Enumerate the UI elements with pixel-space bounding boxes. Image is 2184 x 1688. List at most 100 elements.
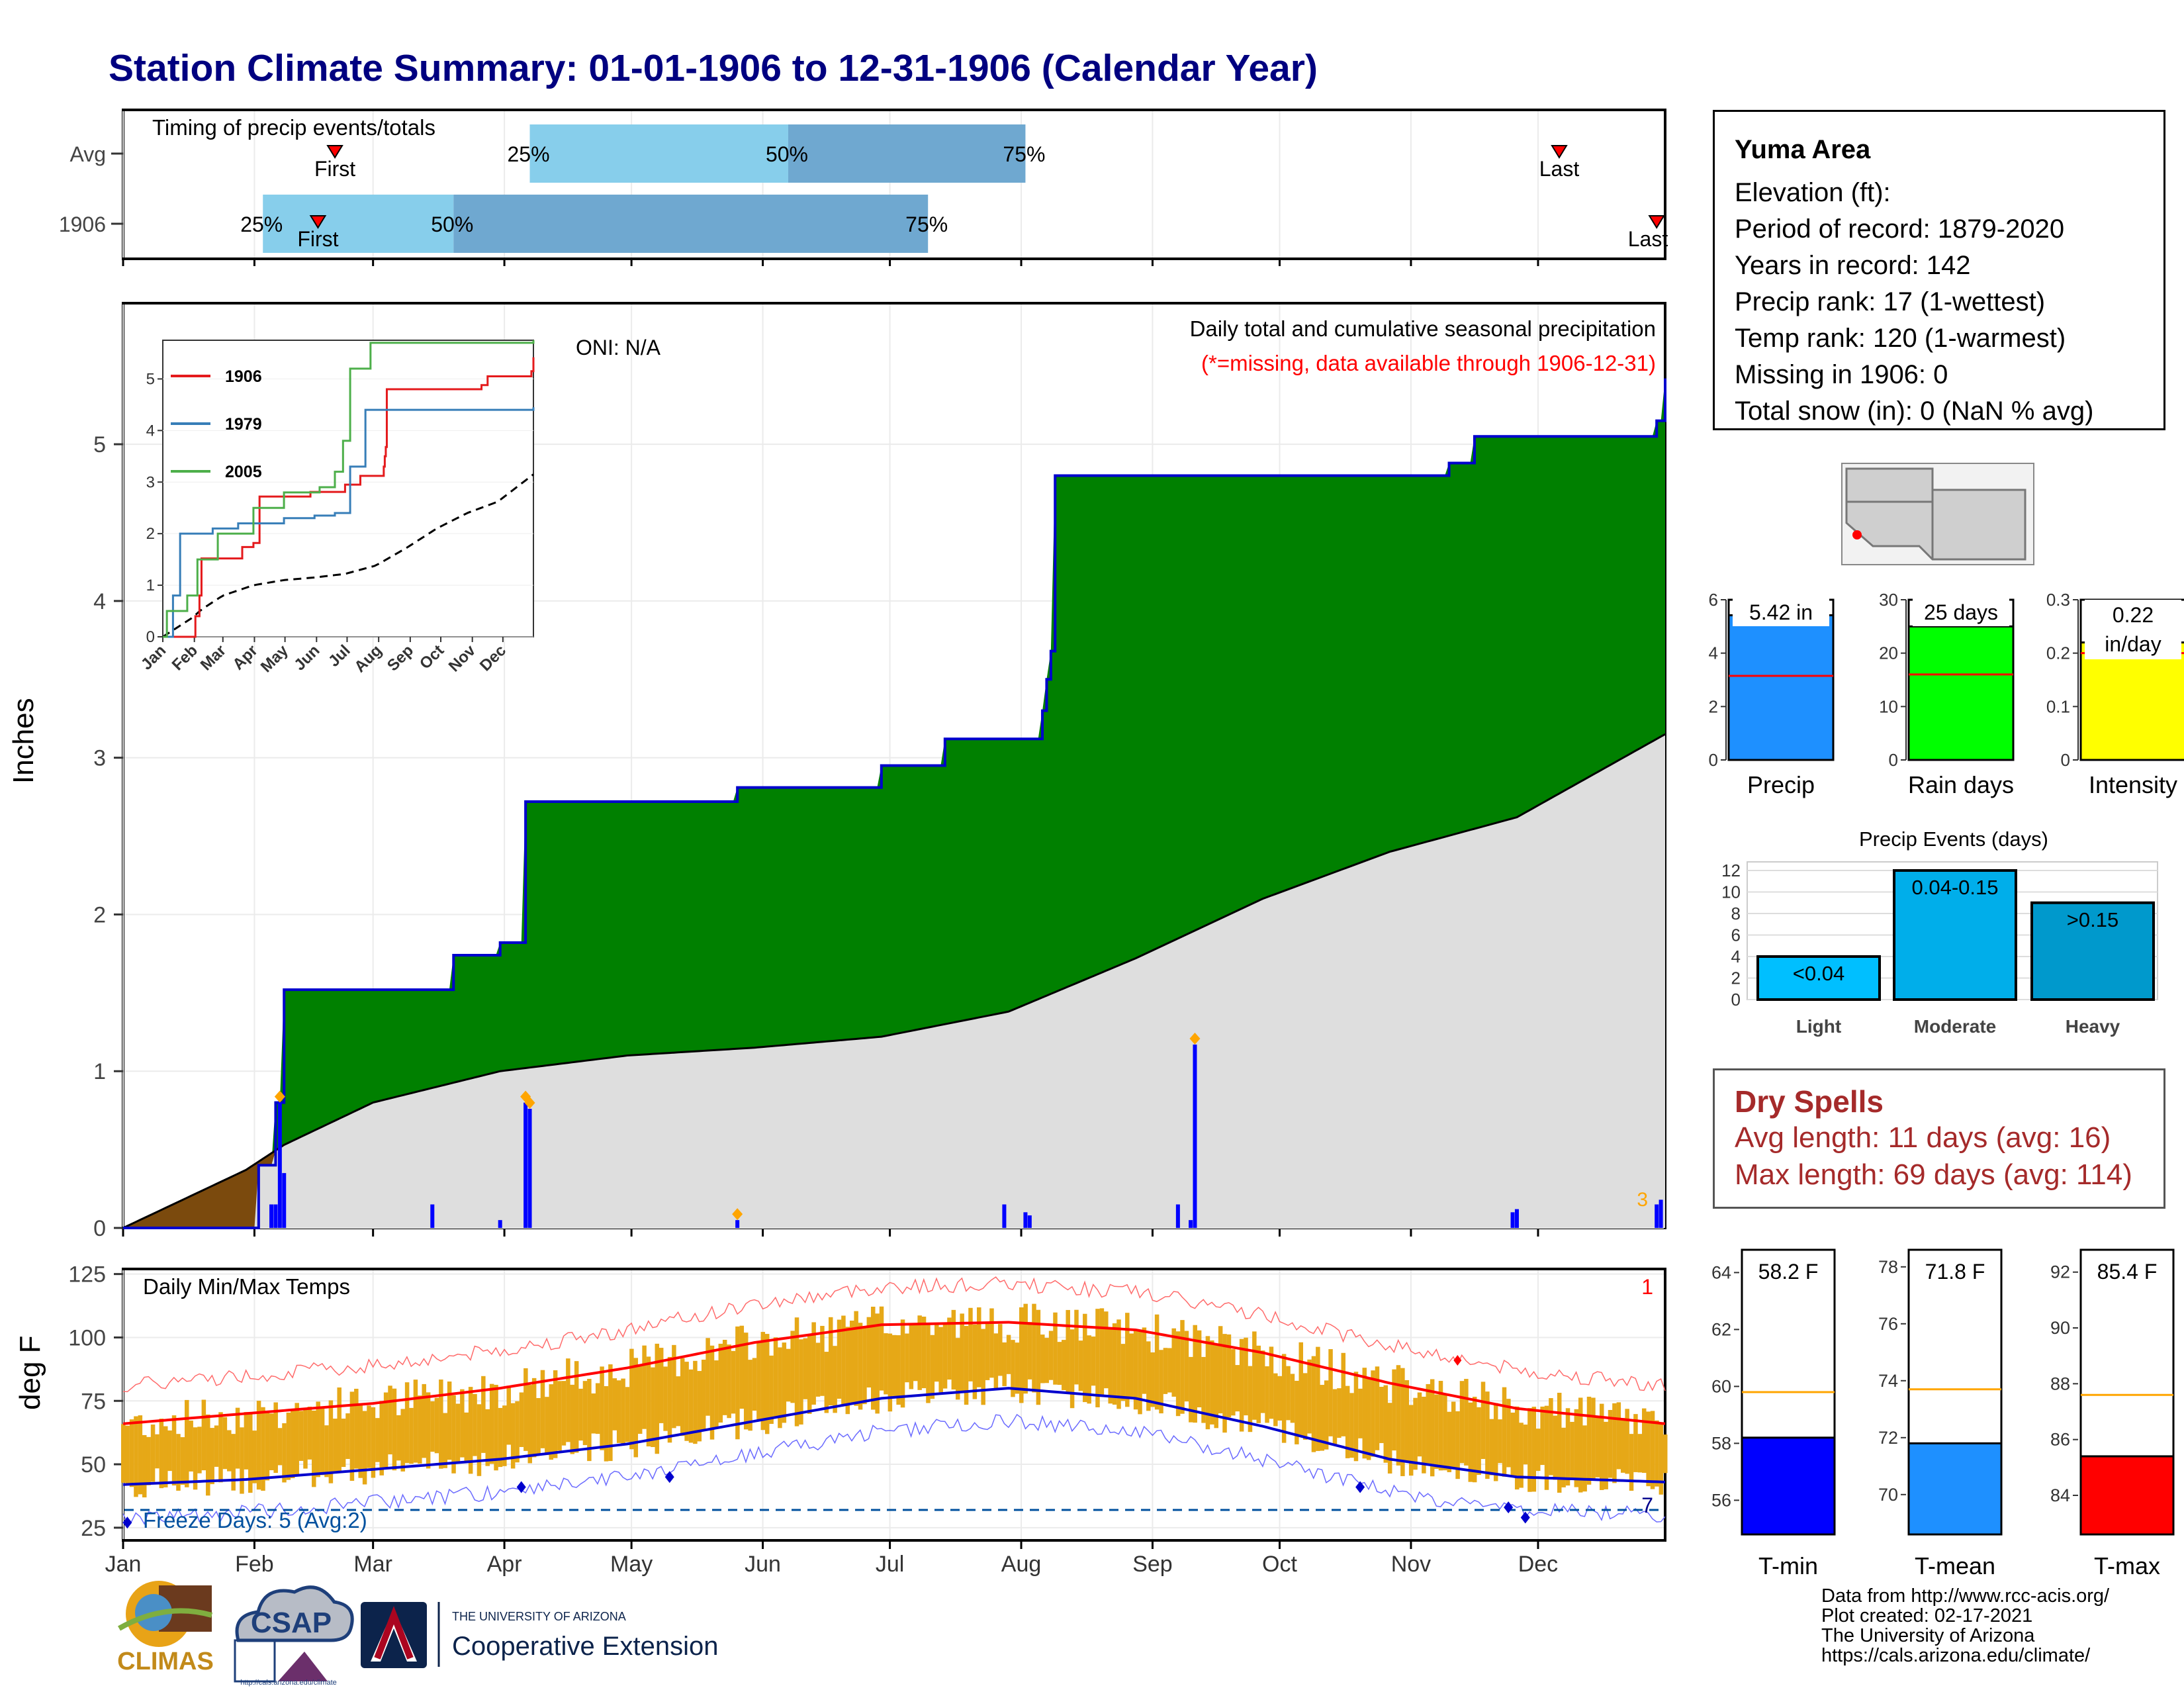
daily-temp-bar	[519, 1392, 524, 1447]
station-info-box: Yuma Area Elevation (ft): Period of reco…	[1713, 110, 2165, 430]
daily-temp-bar	[443, 1413, 447, 1468]
daily-temp-bar	[600, 1366, 604, 1450]
daily-temp-bar	[473, 1393, 477, 1456]
daily-temp-bar	[862, 1327, 867, 1405]
daily-temp-bar	[845, 1327, 850, 1415]
daily-temp-bar	[256, 1401, 261, 1490]
daily-temp-bar	[167, 1430, 172, 1472]
events-bar	[1893, 869, 2017, 1001]
daily-temp-bar	[1544, 1405, 1549, 1490]
daily-temp-bar	[231, 1434, 236, 1491]
mini-ytick-label: 2	[1709, 696, 1718, 716]
daily-temp-bar	[426, 1392, 431, 1469]
daily-temp-bar	[566, 1358, 570, 1442]
record-low-marker	[516, 1481, 526, 1493]
daily-temp-bar	[1477, 1407, 1481, 1476]
daily-temp-bar	[1527, 1408, 1532, 1492]
mini-value-label: 0.22	[2113, 603, 2154, 627]
events-ytick-label: 6	[1731, 925, 1741, 945]
credit-line: Data from http://www.rcc-acis.org/	[1821, 1585, 2110, 1607]
temp-title: Daily Min/Max Temps	[143, 1274, 350, 1299]
daily-temp-bar	[659, 1348, 664, 1423]
normal-min-line	[122, 1387, 1666, 1486]
tbar-ytick-label: 70	[1878, 1485, 1898, 1505]
mini-ytick-label: 0	[1889, 750, 1898, 770]
daily-temp-bar	[1349, 1393, 1354, 1458]
events-ytick-label: 8	[1731, 904, 1741, 923]
daily-temp-bar	[1027, 1322, 1032, 1380]
daily-temp-bar	[498, 1407, 503, 1468]
daily-temp-bar	[1629, 1434, 1634, 1491]
daily-temp-bar	[282, 1423, 287, 1483]
missing-note: (*=missing, data available through 1906-…	[1201, 351, 1656, 375]
info-line: Precip rank: 17 (1-wettest)	[1735, 287, 2046, 316]
tbar-ytick-label: 92	[2050, 1262, 2070, 1282]
daily-temp-bar	[1400, 1368, 1405, 1476]
daily-temp-bar	[400, 1409, 405, 1472]
daily-temp-bar	[502, 1405, 507, 1466]
inset-legend-label: 2005	[225, 463, 262, 481]
daily-temp-bar	[155, 1434, 159, 1469]
month-label: Jan	[105, 1552, 142, 1577]
mini-value-bg	[1733, 597, 1829, 626]
event-marker	[524, 1097, 535, 1109]
daily-temp-bar	[367, 1405, 371, 1468]
daily-temp-bar	[1599, 1403, 1604, 1490]
daily-temp-bar	[625, 1387, 630, 1442]
daily-temp-bar	[900, 1319, 905, 1408]
daily-temp-bar	[379, 1401, 384, 1476]
tbar-ytick-label: 76	[1878, 1314, 1898, 1334]
first-marker	[309, 215, 327, 229]
daily-temp-bar	[354, 1388, 359, 1469]
daily-temp-bar	[1167, 1348, 1172, 1393]
daily-temp-bar	[180, 1437, 185, 1485]
above-average-area	[123, 378, 1665, 1228]
daily-temp-bar	[1641, 1408, 1647, 1474]
daily-temp-bar	[870, 1306, 876, 1410]
daily-temp-bar	[790, 1331, 795, 1403]
daily-temp-bar	[909, 1325, 914, 1389]
daily-temp-bar	[680, 1358, 685, 1436]
daily-temp-bar	[1189, 1356, 1193, 1423]
daily-temp-bar	[942, 1324, 948, 1389]
daily-temp-bar	[1595, 1417, 1600, 1477]
daily-temp-bar	[362, 1411, 367, 1485]
daily-temp-bar	[1062, 1340, 1066, 1390]
daily-temp-bar	[540, 1370, 545, 1448]
daily-temp-bar	[972, 1325, 978, 1399]
daily-temp-bar	[887, 1333, 893, 1412]
daily-temp-bar	[1159, 1350, 1163, 1414]
daily-temp-bar	[1620, 1418, 1625, 1473]
daily-temp-bar	[1366, 1378, 1371, 1460]
mini-bar-label: Precip	[1747, 771, 1815, 798]
record-low-marker	[122, 1517, 132, 1529]
daily-temp-bar	[735, 1326, 740, 1440]
daily-temp-bar	[1408, 1405, 1414, 1476]
daily-temp-bar	[1633, 1414, 1638, 1472]
tbar-label: T-max	[2094, 1552, 2160, 1579]
daily-temp-bar	[981, 1329, 985, 1405]
daily-temp-bar	[709, 1345, 715, 1440]
daily-temp-bar	[875, 1313, 880, 1414]
daily-temp-bar	[197, 1427, 202, 1474]
daily-temp-bar	[1053, 1312, 1058, 1385]
mini-ytick-label: 30	[1879, 590, 1898, 610]
daily-temp-bar	[210, 1428, 214, 1485]
daily-temp-bar	[1616, 1402, 1621, 1470]
daily-temp-bar	[1273, 1373, 1278, 1427]
daily-temp-bar	[701, 1360, 706, 1430]
tbar-value	[1907, 1442, 2003, 1536]
timing-pct-label: 25%	[507, 142, 549, 166]
inset-ytick-label: 3	[146, 473, 155, 491]
credits: Data from http://www.rcc-acis.org/ Plot …	[1821, 1586, 2109, 1665]
climas-text: CLIMAS	[117, 1648, 214, 1675]
daily-temp-bar	[693, 1360, 698, 1444]
tbar-ytick-label: 56	[1711, 1490, 1731, 1510]
timing-pct-label: 50%	[766, 142, 808, 166]
daily-temp-bar	[998, 1324, 1003, 1376]
timing-bar-50-75	[788, 124, 1026, 183]
daily-precip-bar	[1023, 1212, 1028, 1228]
page-title: Station Climate Summary: 01-01-1906 to 1…	[109, 47, 1318, 89]
daily-temp-bar	[608, 1364, 613, 1462]
tbar-label: T-mean	[1915, 1552, 1995, 1579]
